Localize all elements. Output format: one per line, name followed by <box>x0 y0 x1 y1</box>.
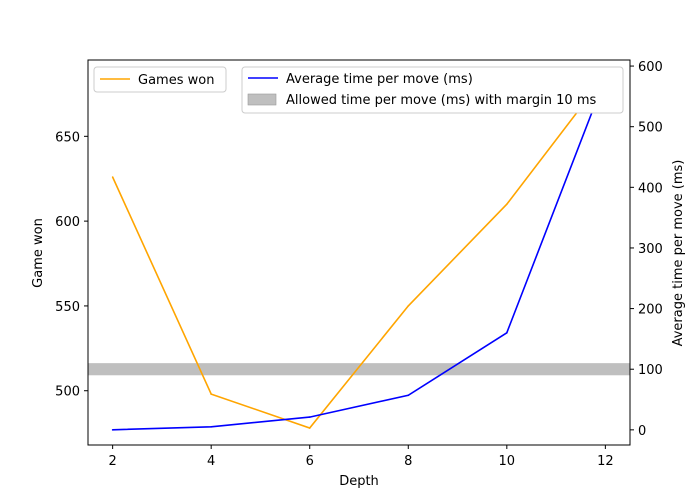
right-y-tick-label: 200 <box>638 303 663 318</box>
x-tick-label: 2 <box>108 454 116 469</box>
data-point-games-won <box>210 393 212 395</box>
series-line-average-time <box>112 77 607 431</box>
data-point-games-won <box>308 427 311 429</box>
right-y-tick-label: 600 <box>638 60 663 75</box>
data-point-games-won <box>407 305 410 307</box>
data-point-average-time <box>308 416 311 418</box>
allowed-time-band <box>88 363 630 376</box>
left-y-axis: 500 550 600 650 <box>55 130 88 400</box>
data-point-games-won <box>506 203 508 205</box>
x-tick-label: 8 <box>404 454 412 469</box>
data-point-average-time <box>111 429 114 431</box>
data-point-average-time <box>210 426 212 428</box>
series-line-games-won <box>111 74 607 429</box>
data-point-games-won <box>111 176 114 178</box>
right-y-tick-label: 400 <box>638 181 663 196</box>
left-y-tick-label: 650 <box>55 130 80 145</box>
lines-layer <box>111 74 607 431</box>
legend-left: Games won <box>93 66 227 93</box>
right-y-tick-label: 300 <box>638 242 663 257</box>
data-point-average-time <box>506 332 508 334</box>
x-tick-label: 12 <box>597 454 614 469</box>
x-tick-label: 4 <box>207 454 215 469</box>
right-y-tick-label: 0 <box>638 424 646 439</box>
left-y-tick-label: 500 <box>55 385 80 400</box>
x-tick-label: 10 <box>499 454 516 469</box>
x-axis: 2 4 6 8 10 12 <box>108 445 614 469</box>
plot-frame <box>87 59 631 446</box>
legend-swatch-allowed-time-band <box>247 93 277 106</box>
left-y-tick-label: 550 <box>55 300 80 315</box>
right-y-tick-label: 100 <box>638 363 663 378</box>
legend-label-average-time: Average time per move (ms) <box>286 72 473 87</box>
right-y-tick-label: 500 <box>638 121 663 136</box>
legend-right: Average time per move (ms) Allowed time … <box>241 66 624 114</box>
right-y-axis: 0 100 200 300 400 500 600 <box>630 60 663 439</box>
legend-label-allowed-time-band: Allowed time per move (ms) with margin 1… <box>286 93 597 108</box>
right-y-axis-label: Average time per move (ms) <box>671 160 686 347</box>
left-y-axis-label: Game won <box>31 218 46 288</box>
band-layer <box>88 363 630 376</box>
legend-left-box <box>93 66 227 93</box>
legend-label-games-won: Games won <box>138 73 214 88</box>
x-tick-label: 6 <box>306 454 314 469</box>
x-axis-label: Depth <box>339 474 379 489</box>
legend-right-box <box>241 66 624 114</box>
data-point-average-time <box>407 394 410 397</box>
left-y-tick-label: 600 <box>55 215 80 230</box>
